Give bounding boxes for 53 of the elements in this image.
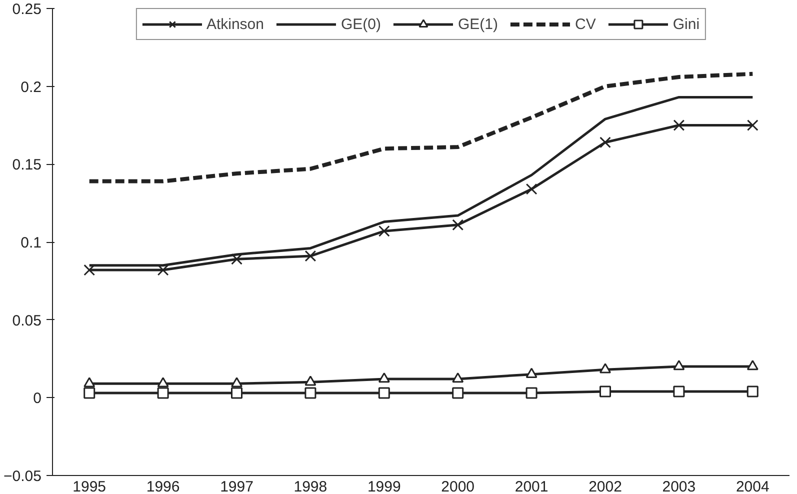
point — [452, 372, 464, 383]
point — [84, 387, 96, 399]
point — [600, 386, 611, 398]
point — [673, 386, 685, 398]
point — [378, 225, 390, 237]
point — [526, 368, 538, 378]
x-tick-label: 2002 — [588, 478, 622, 494]
point — [304, 376, 316, 386]
x-tick-label: 1998 — [294, 478, 328, 494]
x-tick-label: 2004 — [736, 478, 770, 494]
point — [304, 387, 316, 399]
point — [600, 136, 611, 148]
point — [304, 250, 316, 262]
x-tick-label: 1995 — [72, 478, 106, 494]
point — [600, 363, 611, 374]
point — [84, 377, 96, 388]
y-tick-label: −0.05 — [4, 468, 42, 485]
point — [231, 387, 242, 399]
y-tick-label: 0.2 — [20, 78, 42, 96]
x-tick-label: 2001 — [514, 478, 548, 494]
point — [746, 120, 758, 131]
legend-label: CV — [575, 16, 596, 32]
point — [526, 183, 538, 195]
x-tick-label: 1999 — [367, 478, 401, 494]
point — [746, 386, 758, 398]
point — [378, 387, 390, 399]
legend-label: GE(1) — [458, 16, 498, 32]
legend-label: Atkinson — [206, 16, 264, 32]
y-tick-label: 0 — [33, 390, 42, 408]
point — [157, 264, 169, 276]
point — [746, 360, 758, 370]
point — [231, 377, 242, 388]
x-tick-label: 2003 — [662, 478, 696, 494]
point — [526, 387, 538, 399]
point — [452, 219, 464, 231]
point — [378, 372, 390, 383]
y-tick-label: 0.1 — [20, 234, 42, 252]
y-tick-label: 0.15 — [12, 156, 42, 174]
line-series — [87, 72, 755, 184]
point — [452, 387, 464, 399]
point — [673, 120, 685, 131]
x-tick-label: 2000 — [441, 478, 475, 494]
point — [157, 377, 169, 388]
point — [84, 264, 96, 276]
point — [157, 387, 169, 399]
point — [673, 360, 685, 370]
legend-label: GE(0) — [340, 16, 382, 32]
y-tick-label: 0.25 — [12, 1, 42, 18]
x-tick-label: 1996 — [146, 478, 180, 494]
x-tick-label: 1997 — [220, 478, 254, 494]
point — [231, 253, 242, 265]
legend-label: Gini — [672, 16, 700, 32]
y-tick-label: 0.05 — [12, 312, 42, 330]
